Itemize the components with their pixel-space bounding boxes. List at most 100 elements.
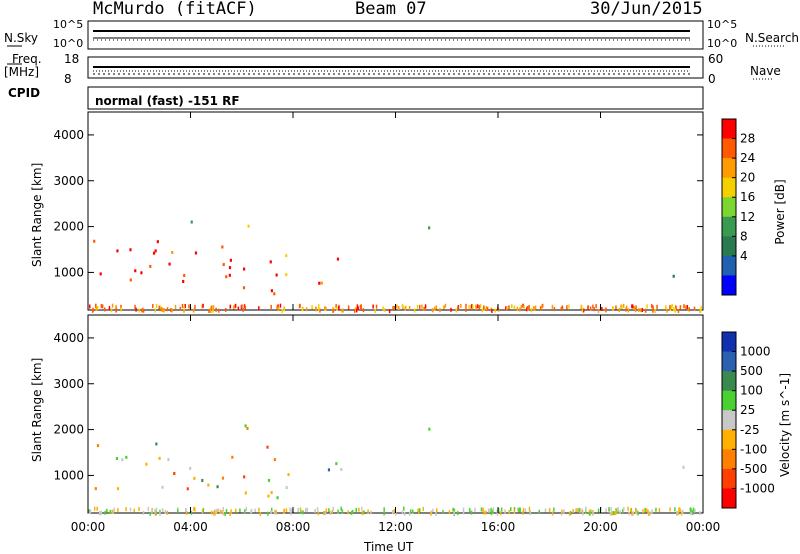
radar-cell [156,240,159,244]
ground-scatter-cell [183,306,185,311]
ground-scatter-cell [681,509,684,514]
ground-scatter-cell [500,507,503,512]
ground-scatter-cell [93,506,96,511]
ground-scatter-cell [457,305,459,310]
ground-scatter-cell [202,303,204,308]
ground-scatter-cell [174,304,177,309]
colorbar-segment [722,429,736,450]
date-title: 30/Jun/2015 [590,0,703,19]
ground-scatter-cell [115,304,117,309]
ground-scatter-cell [456,511,459,516]
ground-scatter-cell [595,304,597,309]
ground-scatter-cell [134,304,136,309]
ground-scatter-cell [533,306,536,311]
ground-scatter-cell [317,511,320,516]
ground-scatter-cell [672,307,675,312]
ground-scatter-cell [109,509,112,514]
ground-scatter-cell [311,305,313,310]
ground-scatter-cell [601,306,603,311]
ground-scatter-cell [551,304,554,309]
colorbar-tick-label: -100 [740,442,767,456]
ground-scatter-cell [190,510,193,515]
ground-scatter-cell [388,309,391,314]
ground-scatter-cell [241,304,243,309]
ground-scatter-cell [162,307,165,312]
ground-scatter-cell [357,306,359,311]
ground-scatter-cell [159,305,162,310]
ground-scatter-cell [417,509,420,514]
ground-scatter-cell [611,511,613,516]
ground-scatter-cell [179,306,182,311]
radar-cell [152,251,156,255]
ground-scatter-cell [525,307,528,312]
ground-scatter-cell [635,510,638,515]
ground-scatter-cell [315,307,317,312]
freq-tick-high: 18 [64,52,80,66]
ground-scatter-cell [650,304,653,309]
ground-scatter-cell [444,303,447,308]
ground-scatter-cell [155,304,158,309]
ground-scatter-cell [332,506,335,511]
ground-scatter-cell [375,304,378,309]
colorbar-tick-label: -25 [740,423,760,437]
ground-scatter-cell [561,509,563,514]
y-tick-label: 2000 [53,220,84,234]
ground-scatter-cell [394,511,397,516]
ground-scatter-cell [468,305,470,310]
ground-scatter-cell [424,304,427,309]
y-tick-label: 3000 [53,377,84,391]
radar-cell [229,258,232,262]
ground-scatter-cell [120,304,122,309]
ground-scatter-cell [528,506,531,511]
ground-scatter-cell [403,511,406,516]
ground-scatter-cell [560,511,563,516]
ground-scatter-cell [166,307,169,312]
n-tick-right-low: 10^0 [707,37,738,50]
ground-scatter-cell [300,509,302,514]
ground-scatter-cell [154,511,157,516]
ground-scatter-cell [301,306,304,311]
ground-scatter-cell [141,308,143,313]
ground-scatter-cell [541,303,544,308]
ground-scatter-cell [470,305,472,310]
nsky-label: N.Sky [4,31,39,45]
ground-scatter-cell [448,510,451,515]
ground-scatter-cell [669,507,671,512]
ground-scatter-cell [217,508,219,513]
ground-scatter-cell [640,308,642,313]
ground-scatter-cell [674,507,676,512]
colorbar-tick-label: -1000 [740,481,775,495]
ground-scatter-cell [589,306,592,311]
ground-scatter-cell [353,308,356,313]
ground-scatter-cell [323,510,325,515]
radar-cell [129,248,132,252]
ground-scatter-cell [350,511,353,516]
ground-scatter-cell [568,304,570,309]
colorbar-tick-label: 100 [740,384,763,398]
ground-scatter-cell [138,506,140,511]
ground-scatter-cell [522,508,525,513]
radar-cell [173,472,176,476]
radar-cell [190,220,193,224]
radar-cell [340,467,343,471]
ground-scatter-cell [408,305,411,310]
radar-cell [155,442,158,446]
ground-scatter-cell [532,306,535,311]
ground-scatter-cell [679,508,681,513]
radar-cell [93,239,96,243]
y-tick-label: 3000 [53,174,84,188]
ground-scatter-cell [232,305,235,310]
ground-scatter-cell [393,509,396,514]
ground-scatter-cell [675,306,677,311]
ground-scatter-cell [480,507,483,512]
ground-scatter-cell [462,507,465,512]
ground-scatter-cell [355,308,358,313]
ground-scatter-cell [360,305,362,310]
ground-scatter-cell [585,507,587,512]
ground-scatter-cell [88,304,91,309]
ground-scatter-cell [218,308,220,313]
ground-scatter-cell [462,510,465,515]
ground-scatter-cell [215,307,217,312]
ground-scatter-cell [370,510,372,515]
radar-cell [244,491,247,495]
